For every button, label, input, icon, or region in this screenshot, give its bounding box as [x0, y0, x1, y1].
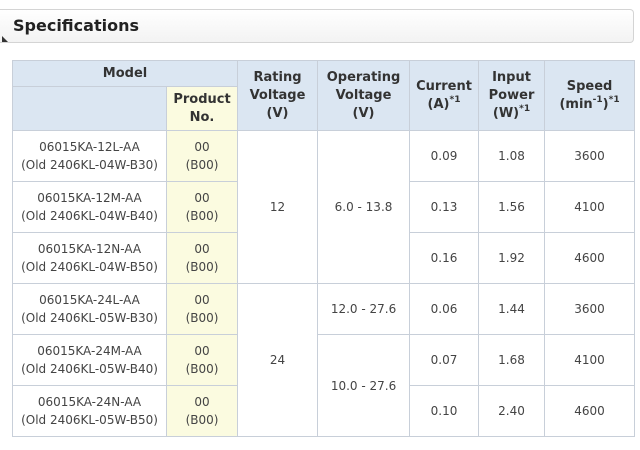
operating-voltage-cell: 10.0 - 27.6 — [317, 334, 411, 437]
header-input-power: Input Power (W)*1 — [478, 60, 546, 131]
current-cell: 0.07 — [409, 334, 480, 386]
input-power-cell: 1.68 — [478, 334, 546, 386]
current-cell: 0.16 — [409, 232, 480, 284]
header-model-spacer — [12, 86, 167, 131]
header-model: Model — [11, 60, 239, 87]
product-no-cell: 00 (B00) — [165, 283, 239, 335]
model-cell: 06015KA-12L-AA (Old 2406KL-04W-B30) — [12, 130, 167, 182]
rating-voltage-cell: 12 — [237, 130, 319, 284]
current-cell: 0.13 — [409, 181, 480, 233]
table-row: 06015KA-12M-AA (Old 2406KL-04W-B40) 00 (B0… — [12, 181, 636, 233]
model-cell: 06015KA-24L-AA (Old 2406KL-05W-B30) — [12, 283, 167, 335]
product-no-cell: 00 (B00) — [165, 385, 239, 437]
product-no-cell: 00 (B00) — [165, 181, 239, 233]
table-row: 06015KA-24M-AA (Old 2406KL-05W-B40) 00 (B0… — [12, 334, 636, 437]
model-cell: 06015KA-12N-AA (Old 2406KL-04W-B50) — [12, 232, 167, 284]
table-row: 06015KA-12N-AA (Old 2406KL-04W-B50) 00 (B0… — [12, 232, 636, 284]
input-power-cell: 2.40 — [478, 385, 546, 437]
header-current: Current (A)*1 — [409, 60, 480, 131]
header-speed: Speed (min-1)*1 — [544, 60, 636, 131]
speed-cell: 4600 — [544, 232, 636, 284]
product-no-cell: 00 (B00) — [165, 232, 239, 284]
current-cell: 0.09 — [409, 130, 480, 182]
corner-triangle-icon — [2, 36, 8, 42]
current-cell: 0.10 — [409, 385, 480, 437]
operating-voltage-cell: 6.0 - 13.8 — [317, 130, 411, 284]
section-title: Specifications — [13, 16, 139, 35]
speed-cell: 3600 — [544, 130, 636, 182]
rating-voltage-cell: 24 — [237, 283, 319, 437]
model-cell: 06015KA-12M-AA (Old 2406KL-04W-B40) — [12, 181, 167, 233]
table-row: 06015KA-24N-AA (Old 2406KL-05W-B50) 00 (B0… — [12, 385, 636, 437]
model-cell: 06015KA-24M-AA (Old 2406KL-05W-B40) — [12, 334, 167, 386]
header-operating-voltage: Operating Voltage (V) — [317, 60, 411, 131]
speed-cell: 4600 — [544, 385, 636, 437]
model-cell: 06015KA-24N-AA (Old 2406KL-05W-B50) — [12, 385, 167, 437]
header-rating-voltage: Rating Voltage (V) — [237, 60, 319, 131]
input-power-cell: 1.92 — [478, 232, 546, 284]
input-power-cell: 1.56 — [478, 181, 546, 233]
table-row: 06015KA-12L-AA (Old 2406KL-04W-B30) 00 (B0… — [12, 130, 636, 284]
header-product-no: Product No. — [165, 86, 239, 131]
section-header: Specifications — [0, 9, 634, 43]
speed-cell: 3600 — [544, 283, 636, 335]
current-cell: 0.06 — [409, 283, 480, 335]
product-no-cell: 00 (B00) — [165, 334, 239, 386]
speed-cell: 4100 — [544, 334, 636, 386]
input-power-cell: 1.08 — [478, 130, 546, 182]
product-no-cell: 00 (B00) — [165, 130, 239, 182]
specifications-table: Model Rating Voltage (V) Operating Volta… — [11, 60, 636, 437]
speed-cell: 4100 — [544, 181, 636, 233]
operating-voltage-cell: 12.0 - 27.6 — [317, 283, 411, 335]
table-row: 06015KA-24L-AA (Old 2406KL-05W-B30) 00 (B0… — [12, 283, 636, 437]
input-power-cell: 1.44 — [478, 283, 546, 335]
